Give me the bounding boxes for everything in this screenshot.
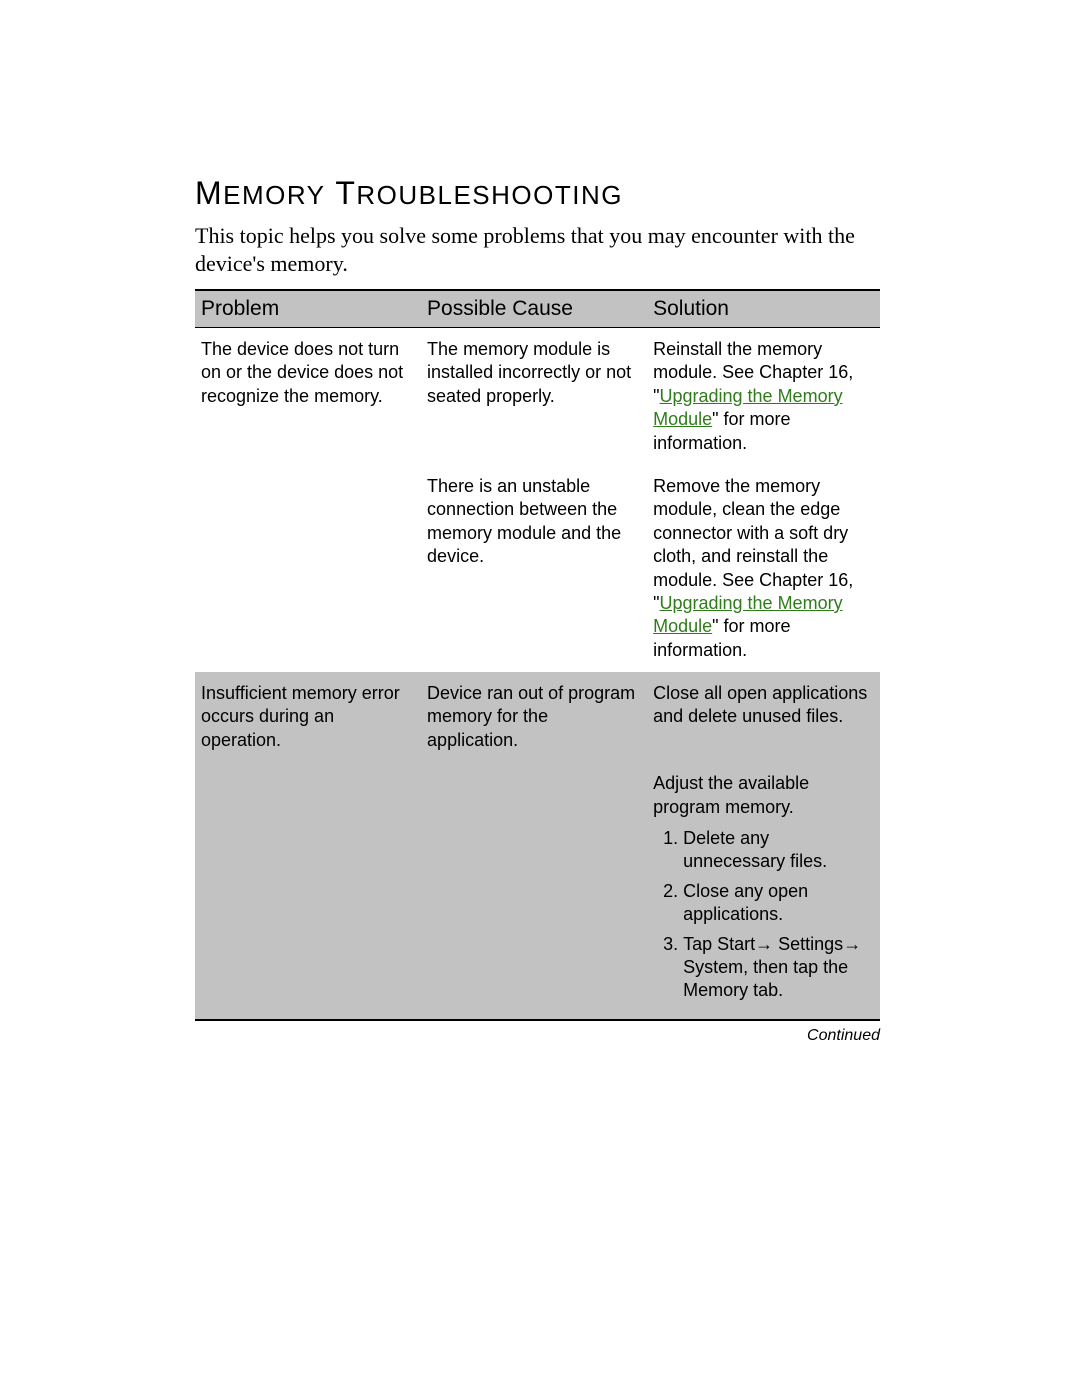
cell-solution: Close all open applications and delete u… (647, 672, 880, 762)
document-page: MEMORY TROUBLESHOOTING This topic helps … (0, 0, 1080, 1045)
cell-cause-empty (421, 762, 647, 1020)
cell-solution: Reinstall the memory module. See Chapter… (647, 328, 880, 465)
header-problem: Problem (195, 290, 421, 328)
step-item: Delete any unnecessary files. (683, 827, 870, 874)
troubleshooting-table: Problem Possible Cause Solution The devi… (195, 289, 880, 1021)
step-item: Close any open applications. (683, 880, 870, 927)
table-row: The device does not turn on or the devic… (195, 328, 880, 465)
step-item: Tap Start→ Settings→ System, then tap th… (683, 933, 870, 1003)
table-row: There is an unstable connection between … (195, 465, 880, 672)
solution-intro: Adjust the available program memory. (653, 772, 870, 819)
table-header-row: Problem Possible Cause Solution (195, 290, 880, 328)
header-cause: Possible Cause (421, 290, 647, 328)
cell-problem: The device does not turn on or the devic… (195, 328, 421, 465)
page-heading: MEMORY TROUBLESHOOTING (195, 175, 880, 212)
cell-solution: Remove the memory module, clean the edge… (647, 465, 880, 672)
table-row: Insufficient memory error occurs during … (195, 672, 880, 762)
cell-cause: There is an unstable connection between … (421, 465, 647, 672)
cell-cause: Device ran out of program memory for the… (421, 672, 647, 762)
intro-paragraph: This topic helps you solve some problems… (195, 222, 880, 277)
cell-problem-empty (195, 762, 421, 1020)
cell-problem-empty (195, 465, 421, 672)
cell-solution: Adjust the available program memory. Del… (647, 762, 880, 1020)
solution-steps: Delete any unnecessary files. Close any … (653, 827, 870, 1003)
header-solution: Solution (647, 290, 880, 328)
continued-label: Continued (195, 1027, 880, 1045)
table-row: Adjust the available program memory. Del… (195, 762, 880, 1020)
cell-problem: Insufficient memory error occurs during … (195, 672, 421, 762)
cell-cause: The memory module is installed incorrect… (421, 328, 647, 465)
